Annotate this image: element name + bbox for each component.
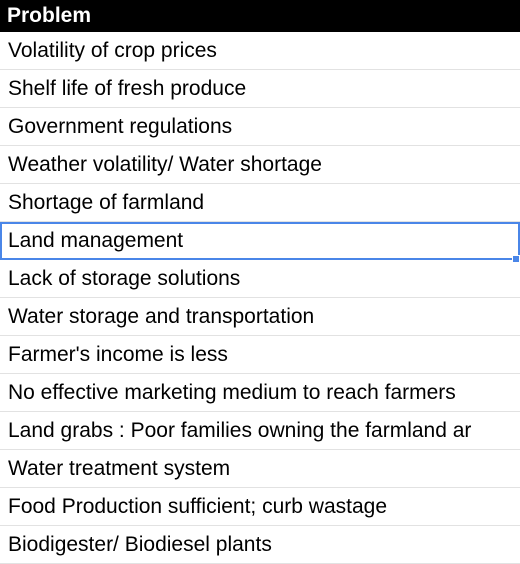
cell-row-3[interactable]: Government regulations bbox=[0, 108, 520, 146]
column-header-cell[interactable]: Problem bbox=[0, 0, 520, 32]
cell-row-1[interactable]: Volatility of crop prices bbox=[0, 32, 520, 70]
cell-row-12[interactable]: Water treatment system bbox=[0, 450, 520, 488]
cell-row-2[interactable]: Shelf life of fresh produce bbox=[0, 70, 520, 108]
cell-row-7[interactable]: Lack of storage solutions bbox=[0, 260, 520, 298]
cell-row-10[interactable]: No effective marketing medium to reach f… bbox=[0, 374, 520, 412]
cell-row-11[interactable]: Land grabs : Poor families owning the fa… bbox=[0, 412, 520, 450]
cell-row-13[interactable]: Food Production sufficient; curb wastage bbox=[0, 488, 520, 526]
cell-row-9[interactable]: Farmer's income is less bbox=[0, 336, 520, 374]
cell-row-4[interactable]: Weather volatility/ Water shortage bbox=[0, 146, 520, 184]
cell-row-14[interactable]: Biodigester/ Biodiesel plants bbox=[0, 526, 520, 564]
selected-cell-row-6[interactable]: Land management bbox=[0, 222, 520, 263]
selected-cell-text: Land management bbox=[8, 229, 184, 252]
cell-row-8[interactable]: Water storage and transportation bbox=[0, 298, 520, 336]
cell-row-5[interactable]: Shortage of farmland bbox=[0, 184, 520, 222]
